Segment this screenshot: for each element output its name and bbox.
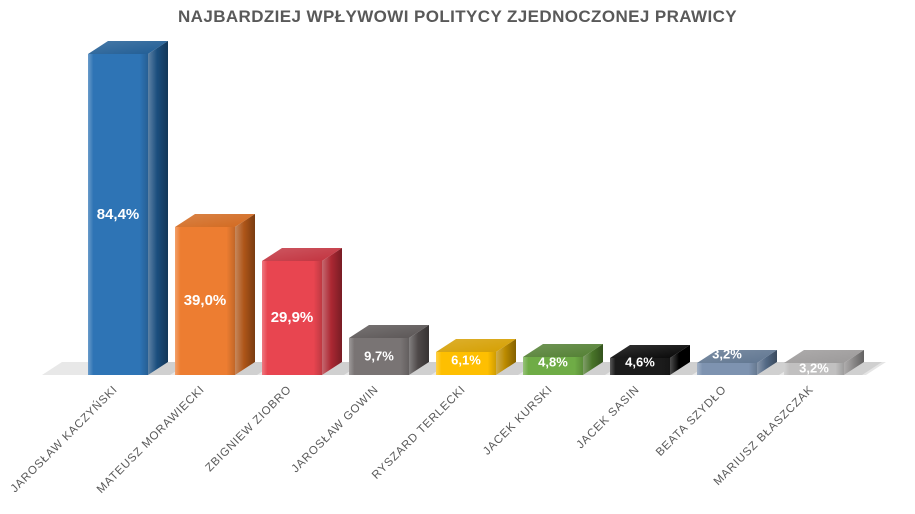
category-label-jacek-sasin: JACEK SASIN [575, 384, 643, 452]
category-label-mariusz-blaszczak: MARIUSZ BŁASZCZAK [712, 384, 816, 488]
category-label-beata-szydlo: BEATA SZYDŁO [654, 384, 729, 459]
bar-group-jaroslaw-kaczynski: 84,4% [88, 41, 168, 375]
bar-side-face [148, 41, 168, 375]
category-label-jaroslaw-gowin: JAROSŁAW GOWIN [290, 384, 382, 476]
bar-side-face [757, 350, 777, 375]
bar-value-label: 84,4% [97, 206, 140, 223]
bar-group-jacek-sasin: 4,6% [610, 345, 690, 375]
bar-front-face [436, 352, 496, 375]
category-label-ryszard-terlecki: RYSZARD TERLECKI [370, 384, 468, 482]
bar-value-label: 3,2% [799, 360, 829, 375]
bar-front-face [262, 261, 322, 375]
bar-group-mariusz-blaszczak: 3,2% [784, 350, 864, 375]
bar-side-face [235, 214, 255, 375]
bar-value-label: 9,7% [364, 348, 394, 363]
bar-value-label: 4,8% [538, 354, 568, 369]
bar-shadow [844, 362, 886, 375]
bar-front-face [175, 227, 235, 375]
chart-title: NAJBARDZIEJ WPŁYWOWI POLITYCY ZJEDNOCZON… [177, 7, 737, 26]
bar-top-face [175, 214, 255, 227]
bar-group-ryszard-terlecki: 6,1% [436, 339, 516, 375]
bar-value-label: 29,9% [271, 309, 314, 326]
bar-top-face [697, 350, 777, 363]
bar-front-face [349, 338, 409, 375]
bar-value-label: 39,0% [184, 292, 227, 309]
bar-front-face [784, 363, 844, 375]
bar-side-face [670, 345, 690, 375]
bar-value-label: 6,1% [451, 352, 481, 367]
bar-side-face [322, 248, 342, 375]
bar-top-face [610, 345, 690, 358]
bar-value-label: 3,2% [712, 346, 742, 361]
bar-side-face [496, 339, 516, 375]
bar-top-face [88, 41, 168, 54]
bar-top-face [262, 248, 342, 261]
bar-side-face [844, 350, 864, 375]
category-label-zbigniew-ziobro: ZBIGNIEW ZIOBRO [204, 384, 295, 475]
bar-group-mateusz-morawiecki: 39,0% [175, 214, 255, 375]
bar-top-face [784, 350, 864, 363]
bar-group-zbigniew-ziobro: 29,9% [262, 248, 342, 375]
bar-front-face [697, 363, 757, 375]
bar-top-face [523, 344, 603, 357]
category-label-jacek-kurski: JACEK KURSKI [481, 384, 555, 458]
bar-top-face [436, 339, 516, 352]
bar-side-face [583, 344, 603, 375]
bar-group-jaroslaw-gowin: 9,7% [349, 325, 429, 375]
bar-group-beata-szydlo: 3,2% [697, 346, 777, 375]
bar-top-face [349, 325, 429, 338]
bar-front-face [610, 358, 670, 375]
bar-front-face [88, 54, 148, 375]
bar-group-jacek-kurski: 4,8% [523, 344, 603, 375]
bar-side-face [409, 325, 429, 375]
bar-value-label: 4,6% [625, 354, 655, 369]
bar-front-face [523, 357, 583, 375]
